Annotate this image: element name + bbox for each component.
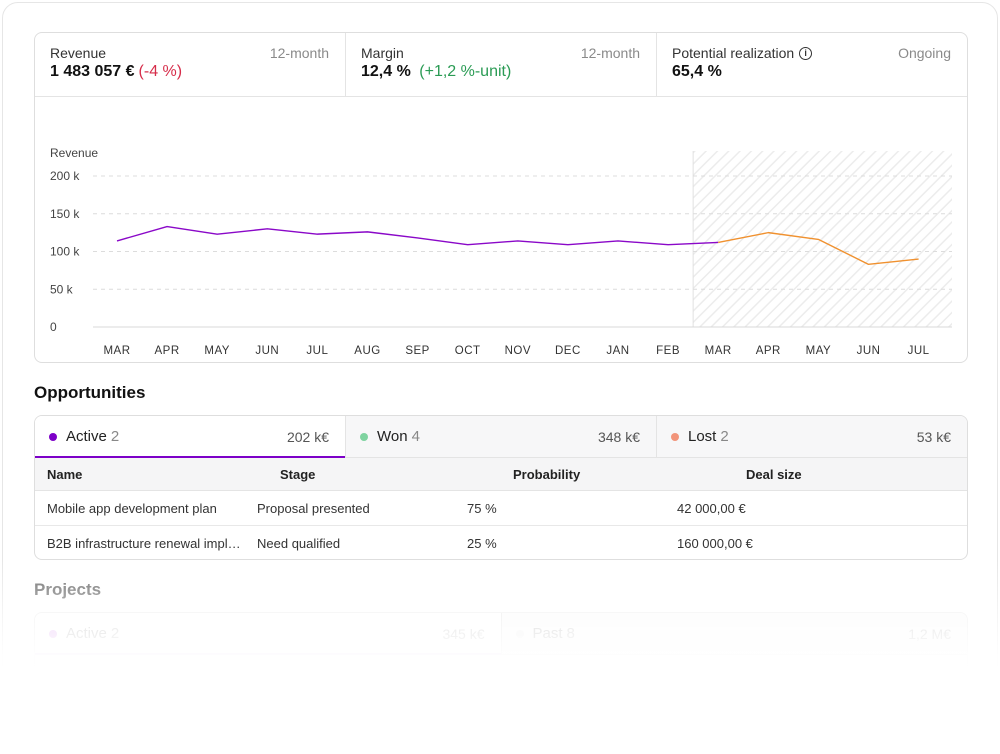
opportunities-card: Active 2 202 k€ Won 4 348 k€ Lost 2 53 k…: [34, 415, 968, 560]
revenue-summary-card: Revenue 12-month 1 483 057 € (-4 %) Margi…: [34, 32, 968, 379]
x-tick-label: APR: [756, 345, 781, 357]
tab-label: Won: [377, 428, 408, 445]
kpi-label-text: Potential realization: [672, 45, 795, 61]
kpi-delta: (-4 %): [138, 63, 183, 80]
cell-name: Mobile app development plan: [47, 500, 217, 516]
info-icon[interactable]: i: [799, 46, 813, 60]
revenue-chart: 200 k 150 k 100 k 50 k 0 MAR APR MAY JUN JUL AUG S…: [35, 97, 967, 379]
tab-projects-past[interactable]: Past 8 1,2 M€: [500, 613, 967, 654]
column-header-deal-size[interactable]: Deal size: [746, 466, 802, 482]
opportunity-tabs: Active 2 202 k€ Won 4 348 k€ Lost 2 53 k…: [35, 416, 967, 458]
y-axis-label: Revenue: [50, 146, 98, 160]
x-tick-label: JUN: [255, 345, 279, 357]
tab-lost[interactable]: Lost 2 53 k€: [656, 416, 967, 457]
x-tick-label: NOV: [505, 345, 531, 357]
tab-label: Lost: [688, 428, 717, 445]
cell-stage: Proposal presented: [257, 500, 370, 516]
cell-deal-size: 42 000,00 €: [677, 500, 746, 516]
tab-label: Active: [66, 625, 107, 642]
y-tick-label: 200 k: [50, 169, 80, 183]
tab-sum: 345 k€: [442, 625, 485, 642]
column-header-probability[interactable]: Probability: [513, 466, 581, 482]
forecast-region: [693, 151, 952, 327]
kpi-revenue: Revenue 12-month 1 483 057 € (-4 %): [35, 33, 345, 96]
kpi-value-text: 12,4 %: [361, 63, 411, 80]
tab-count: 2: [720, 428, 729, 445]
tab-projects-active[interactable]: Active 2 345 k€: [35, 613, 501, 655]
x-tick-label: MAY: [204, 345, 230, 357]
series-line-revenue[interactable]: [116, 225, 719, 246]
kpi-period: Ongoing: [898, 45, 951, 61]
projects-title: Projects: [34, 580, 102, 599]
status-dot-icon: [49, 432, 57, 441]
revenue-chart-svg: 200 k 150 k 100 k 50 k 0 MAR APR MAY JUN JUL AUG S…: [50, 146, 952, 379]
kpi-potential-realization: Potential realization i Ongoing 65,4 %: [656, 33, 967, 96]
kpi-label: Revenue: [50, 45, 107, 61]
table-row[interactable]: Mobile app development plan Proposal pre…: [35, 491, 967, 526]
status-dot-icon: [360, 432, 368, 441]
projects-card: Active 2 345 k€ Past 8 1,2 M€: [34, 612, 968, 702]
tab-active[interactable]: Active 2 202 k€: [35, 416, 345, 458]
project-tabs: Active 2 345 k€ Past 8 1,2 M€: [35, 613, 967, 655]
kpi-label: Margin: [361, 45, 404, 61]
column-header-name[interactable]: Name: [47, 466, 83, 482]
tab-sum: 348 k€: [597, 428, 640, 445]
x-tick-label: FEB: [656, 345, 680, 357]
kpi-margin: Margin 12-month 12,4 % (+1,2 %-unit): [345, 33, 656, 96]
x-tick-label: SEP: [405, 345, 430, 357]
kpi-value: 12,4 % (+1,2 %-unit): [361, 63, 640, 81]
kpi-period: 12-month: [269, 45, 329, 61]
series-line-forecast[interactable]: [718, 231, 919, 266]
y-tick-label: 100 k: [50, 245, 80, 259]
tab-count: 2: [110, 428, 120, 445]
tab-won[interactable]: Won 4 348 k€: [345, 416, 656, 457]
kpi-row: Revenue 12-month 1 483 057 € (-4 %) Margi…: [35, 33, 967, 97]
tab-label: Active: [66, 428, 107, 445]
cell-name: B2B infrastructure renewal implementatio…: [47, 536, 245, 551]
status-dot-icon: [49, 629, 57, 638]
x-tick-label: JUL: [908, 345, 930, 357]
kpi-label: Potential realization i: [672, 45, 951, 61]
cell-probability: 75 %: [467, 500, 497, 516]
kpi-value-text: 1 483 057 €: [50, 63, 135, 80]
x-tick-label: JUN: [857, 345, 881, 357]
cell-deal-size: 160 000,00 €: [677, 536, 753, 551]
kpi-value-text: 65,4 %: [672, 63, 722, 80]
kpi-value: 1 483 057 € (-4 %): [50, 63, 329, 81]
tab-sum: 1,2 M€: [908, 625, 951, 642]
x-tick-label: APR: [155, 345, 180, 357]
x-tick-label: MAR: [705, 345, 732, 357]
kpi-value: 65,4 %: [672, 63, 951, 81]
status-dot-icon: [515, 629, 524, 638]
cell-stage: Need qualified: [257, 536, 341, 551]
status-dot-icon: [671, 432, 679, 441]
table-row[interactable]: B2B infrastructure renewal implementatio…: [35, 526, 967, 559]
kpi-period: 12-month: [580, 45, 640, 61]
kpi-delta: (+1,2 %-unit): [419, 63, 512, 80]
tab-sum: 202 k€: [286, 428, 329, 445]
tab-count: 8: [566, 625, 575, 642]
x-tick-label: JAN: [606, 345, 629, 357]
table-header: Name Stage Probability Deal size: [35, 458, 967, 491]
opportunities-title: Opportunities: [34, 383, 146, 402]
tab-count: 4: [411, 428, 420, 445]
tab-sum: 53 k€: [916, 428, 951, 445]
x-tick-label: OCT: [455, 345, 481, 357]
y-tick-label: 0: [50, 320, 57, 334]
y-tick-label: 150 k: [50, 207, 80, 221]
tab-label: Past: [532, 625, 563, 642]
x-tick-label: AUG: [354, 345, 380, 357]
x-tick-label: JUL: [306, 345, 328, 357]
cell-probability: 25 %: [467, 536, 497, 551]
column-header-stage[interactable]: Stage: [280, 466, 316, 482]
tab-count: 2: [110, 625, 120, 642]
x-tick-label: MAR: [103, 345, 130, 357]
x-tick-label: MAY: [806, 345, 832, 357]
x-tick-label: DEC: [555, 345, 581, 357]
y-tick-label: 50 k: [50, 282, 74, 296]
